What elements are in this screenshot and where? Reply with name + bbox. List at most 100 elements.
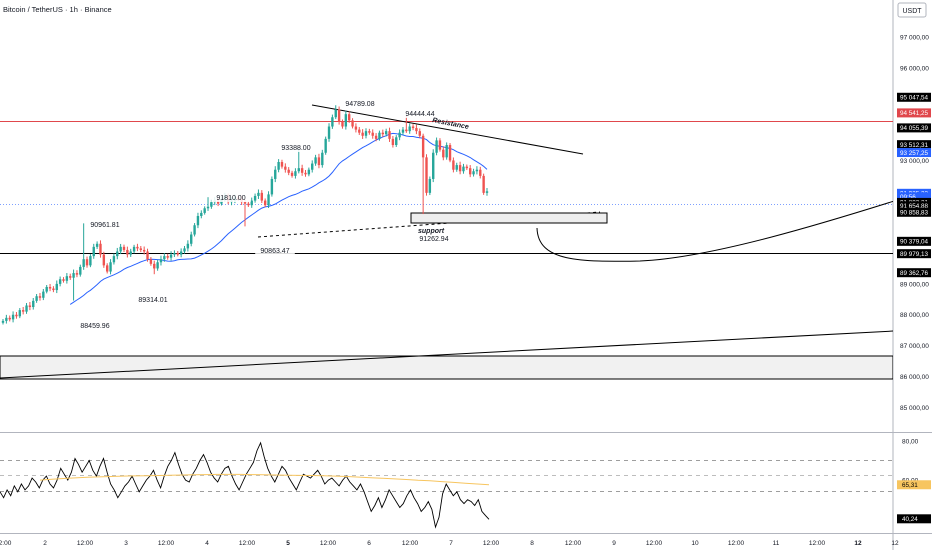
- projection-curve[interactable]: [536, 189, 932, 262]
- candle: [193, 223, 196, 237]
- candle: [38, 292, 42, 301]
- candle: [327, 123, 331, 142]
- candle: [304, 170, 307, 177]
- price-tag: 94 055,39: [897, 123, 931, 133]
- lower-range-box[interactable]: [0, 355, 893, 380]
- candle: [159, 255, 163, 266]
- time-axis-label: 12:00: [158, 540, 175, 547]
- candle: [435, 137, 438, 156]
- candle: [374, 133, 378, 142]
- candle: [102, 251, 106, 268]
- resistance-trendline[interactable]: [311, 104, 584, 155]
- candle: [395, 135, 398, 147]
- svg-text:09:56: 09:56: [900, 194, 916, 201]
- svg-text:94 541,25: 94 541,25: [900, 110, 929, 117]
- price-callout: 94789.08: [340, 98, 380, 108]
- candle: [139, 245, 143, 253]
- support-label: support: [418, 228, 445, 235]
- candle: [341, 119, 344, 129]
- candle: [452, 157, 455, 173]
- candle: [129, 248, 132, 257]
- svg-text:90 379,04: 90 379,04: [900, 239, 929, 246]
- candle: [378, 130, 381, 141]
- price-callout: 90961.81: [85, 219, 125, 229]
- candle: [337, 106, 341, 125]
- support-zone-box[interactable]: [410, 212, 608, 224]
- candle: [354, 123, 358, 133]
- candle: [32, 297, 35, 310]
- price-callout: 93388.00: [276, 142, 316, 152]
- candle: [458, 161, 462, 175]
- long-rising-trendline[interactable]: [0, 329, 932, 379]
- candle: [250, 197, 253, 208]
- candle: [25, 303, 28, 314]
- price-callout: 91262.94: [414, 233, 454, 243]
- svg-text:89314.01: 89314.01: [138, 297, 167, 304]
- time-axis-label: 3: [124, 540, 128, 547]
- candle: [364, 128, 368, 139]
- candle: [15, 312, 18, 319]
- candle: [321, 149, 324, 168]
- price-callout: 89314.01: [133, 294, 173, 304]
- candle: [153, 260, 156, 275]
- price-tag: 93 512,31: [897, 140, 931, 150]
- candle: [418, 128, 421, 139]
- candle: [48, 283, 52, 292]
- price-callout: 90863.47: [255, 245, 295, 255]
- time-axis-label: 11: [773, 540, 780, 547]
- price-callout: 91810.00: [211, 192, 251, 202]
- candle: [116, 247, 119, 260]
- svg-text:65,31: 65,31: [902, 482, 918, 489]
- time-axis-label: 12:00: [809, 540, 826, 547]
- candle: [347, 111, 351, 123]
- price-callout: 88459.96: [75, 320, 115, 330]
- candle: [5, 314, 8, 324]
- candle: [388, 127, 391, 142]
- price-tag: 90 858,83: [897, 207, 931, 217]
- candle: [445, 142, 448, 160]
- candle: [99, 240, 102, 258]
- time-axis-label: 9: [612, 540, 616, 547]
- time-axis-label: 12:00: [320, 540, 337, 547]
- price-tag: 94 541,25: [897, 108, 931, 118]
- time-axis-label: 2: [43, 540, 47, 547]
- currency-button[interactable]: USDT: [897, 2, 927, 18]
- candle: [270, 176, 274, 197]
- candle: [156, 259, 159, 271]
- candle: [28, 301, 32, 311]
- svg-text:89 362,76: 89 362,76: [900, 270, 929, 277]
- candle: [351, 118, 354, 129]
- time-axis-label: 12:00: [565, 540, 582, 547]
- candle: [280, 159, 284, 169]
- candle: [334, 105, 337, 120]
- candle: [257, 189, 260, 199]
- candle: [401, 127, 405, 135]
- candle: [331, 114, 334, 129]
- candle: [425, 154, 428, 196]
- svg-text:94 055,39: 94 055,39: [900, 125, 929, 132]
- candle: [415, 124, 418, 135]
- time-axis-label: 12:00: [646, 540, 663, 547]
- candle: [62, 277, 65, 283]
- candle: [479, 166, 482, 179]
- candle: [455, 162, 458, 172]
- candle: [284, 163, 287, 173]
- candle: [432, 149, 435, 183]
- candle: [95, 241, 99, 249]
- candle: [368, 128, 371, 135]
- price-axis-label: 86 000,00: [900, 374, 929, 381]
- candle: [190, 231, 193, 247]
- svg-text:93388.00: 93388.00: [281, 145, 310, 152]
- candle: [109, 259, 112, 275]
- svg-text:88459.96: 88459.96: [80, 323, 109, 330]
- price-axis-label: 89 000,00: [900, 281, 929, 288]
- candle: [307, 167, 311, 177]
- candle: [183, 245, 186, 254]
- rsi-ma-line: [39, 473, 490, 486]
- time-axis-label: 5: [286, 540, 290, 547]
- candle: [122, 244, 126, 252]
- candle: [311, 160, 314, 173]
- candle: [8, 315, 11, 322]
- candle: [45, 284, 48, 294]
